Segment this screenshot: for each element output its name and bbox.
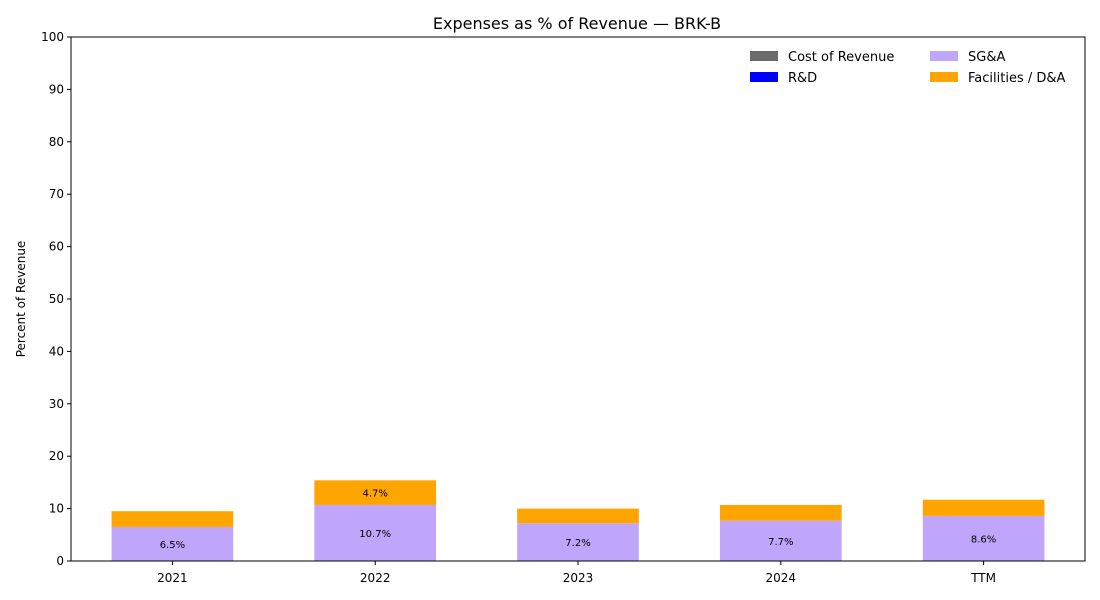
bar-segment	[922, 499, 1045, 516]
y-tick-label: 50	[49, 292, 64, 306]
x-tick-label: 2024	[766, 571, 797, 585]
bar-segment	[111, 511, 234, 527]
bar-value-label: 7.7%	[768, 537, 793, 548]
y-tick-label: 80	[49, 135, 64, 149]
bar-segment	[314, 504, 437, 561]
bar-segment	[314, 480, 437, 505]
x-tick-label: 2022	[360, 571, 391, 585]
y-tick-label: 90	[49, 82, 64, 96]
bars-group	[111, 480, 1045, 561]
y-tick-label: 60	[49, 240, 64, 254]
bar-segment	[719, 520, 842, 561]
y-tick-label: 10	[49, 502, 64, 516]
legend-label: R&D	[788, 71, 817, 86]
legend-label: Facilities / D&A	[968, 71, 1066, 86]
x-axis-ticks: 2021 2022 2023 2024 TTM	[157, 561, 996, 585]
bar-value-label: 6.5%	[160, 540, 185, 551]
y-tick-label: 100	[41, 30, 64, 44]
y-axis-label: Percent of Revenue	[14, 241, 28, 358]
bar-segment	[517, 508, 639, 524]
bar-segment	[922, 515, 1045, 561]
x-tick-label: TTM	[970, 571, 996, 585]
legend: Cost of Revenue R&D SG&A Facilities / D&A	[750, 50, 1066, 86]
bar-value-label: 4.7%	[362, 489, 387, 500]
y-tick-label: 30	[49, 397, 64, 411]
bar-labels-group: 6.5% 10.7% 4.7% 7.2% 7.7% 8.6%	[160, 489, 997, 551]
y-tick-label: 0	[56, 554, 64, 568]
y-tick-label: 70	[49, 187, 64, 201]
y-tick-label: 20	[49, 449, 64, 463]
bar-value-label: 10.7%	[359, 529, 391, 540]
legend-swatch	[750, 51, 778, 61]
legend-swatch	[750, 72, 778, 82]
y-axis-ticks: 0 10 20 30 40 50 60 70 80 90 100	[41, 30, 71, 568]
bar-segment	[111, 526, 234, 561]
legend-label: SG&A	[968, 50, 1005, 65]
x-tick-label: 2021	[157, 571, 188, 585]
bar-segment	[517, 523, 639, 561]
chart-title: Expenses as % of Revenue — BRK-B	[433, 14, 721, 33]
x-tick-label: 2023	[563, 571, 594, 585]
y-tick-label: 40	[49, 344, 64, 358]
bar-segment	[719, 504, 842, 521]
bar-value-label: 7.2%	[565, 538, 590, 549]
bar-value-label: 8.6%	[971, 534, 996, 545]
legend-label: Cost of Revenue	[788, 50, 894, 65]
legend-swatch	[930, 72, 958, 82]
plot-frame	[70, 36, 1086, 562]
legend-swatch	[930, 51, 958, 61]
